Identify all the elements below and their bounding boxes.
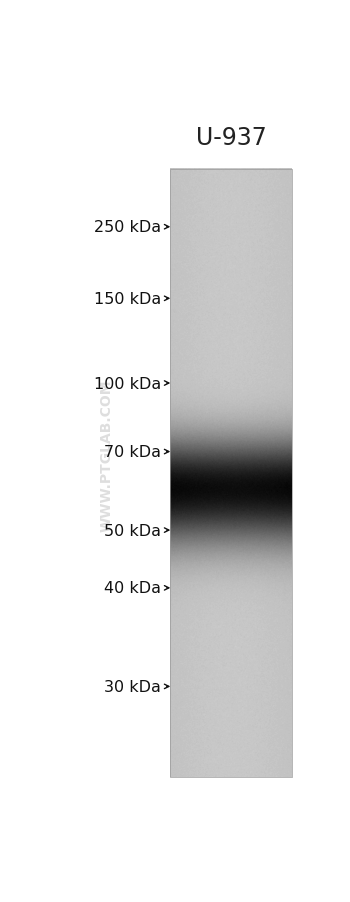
Text: 40 kDa: 40 kDa xyxy=(104,581,161,595)
Bar xyxy=(170,170,292,778)
Text: 30 kDa: 30 kDa xyxy=(104,679,161,695)
Text: WWW.PTGLAB.COM: WWW.PTGLAB.COM xyxy=(100,380,114,531)
Text: U-937: U-937 xyxy=(196,125,266,150)
Text: 250 kDa: 250 kDa xyxy=(94,220,161,235)
Text: 100 kDa: 100 kDa xyxy=(93,376,161,391)
Text: 150 kDa: 150 kDa xyxy=(93,291,161,307)
Text: 70 kDa: 70 kDa xyxy=(104,445,161,459)
Text: 50 kDa: 50 kDa xyxy=(104,523,161,538)
